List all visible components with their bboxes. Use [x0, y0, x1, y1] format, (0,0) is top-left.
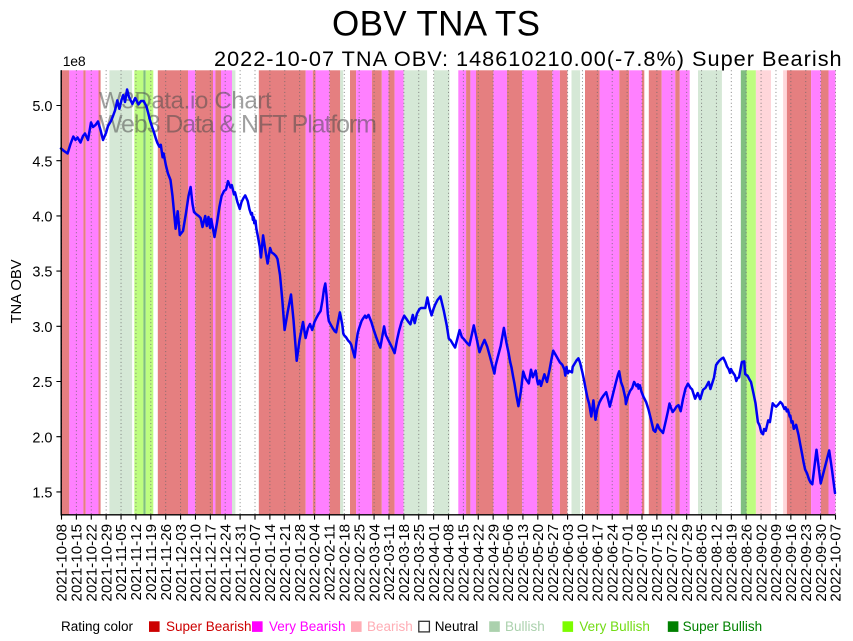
svg-text:2022-06-17: 2022-06-17 — [590, 524, 607, 602]
svg-text:2.0: 2.0 — [32, 430, 52, 446]
svg-text:Rating color: Rating color — [61, 619, 134, 634]
svg-text:Neutral: Neutral — [435, 619, 479, 634]
svg-text:2022-09-16: 2022-09-16 — [783, 524, 800, 602]
svg-text:3.5: 3.5 — [32, 265, 52, 281]
svg-text:Super Bullish: Super Bullish — [683, 619, 763, 634]
svg-text:2022-09-23: 2022-09-23 — [798, 524, 815, 602]
svg-text:2022-05-27: 2022-05-27 — [545, 524, 562, 602]
svg-text:2022-07-08: 2022-07-08 — [634, 524, 651, 602]
svg-text:2021-12-10: 2021-12-10 — [188, 524, 205, 602]
svg-text:2022-08-26: 2022-08-26 — [738, 524, 755, 602]
svg-text:2022-07-22: 2022-07-22 — [664, 524, 681, 602]
svg-text:Bullish: Bullish — [505, 619, 545, 634]
svg-text:2022-03-18: 2022-03-18 — [396, 524, 413, 602]
svg-text:2022-10-07 TNA OBV: 148610210.: 2022-10-07 TNA OBV: 148610210.00(-7.8%) … — [214, 46, 842, 71]
svg-text:2022-04-29: 2022-04-29 — [485, 524, 502, 602]
svg-text:2021-12-24: 2021-12-24 — [217, 524, 234, 602]
svg-text:2022-01-07: 2022-01-07 — [247, 524, 264, 602]
svg-text:2022-05-13: 2022-05-13 — [515, 524, 532, 602]
svg-text:2021-11-05: 2021-11-05 — [113, 524, 130, 601]
svg-text:2022-02-18: 2022-02-18 — [337, 524, 354, 602]
svg-text:2021-11-19: 2021-11-19 — [143, 524, 160, 601]
svg-text:2022-06-24: 2022-06-24 — [604, 524, 621, 602]
svg-text:2021-12-17: 2021-12-17 — [203, 524, 220, 602]
svg-text:2022-05-20: 2022-05-20 — [530, 524, 547, 602]
svg-text:2022-08-05: 2022-08-05 — [694, 524, 711, 602]
svg-text:5.0: 5.0 — [32, 99, 52, 115]
svg-text:2022-09-30: 2022-09-30 — [813, 524, 830, 602]
svg-text:Super Bearish: Super Bearish — [166, 619, 252, 634]
svg-text:2021-11-26: 2021-11-26 — [158, 524, 175, 601]
svg-text:2021-10-08: 2021-10-08 — [54, 524, 71, 602]
svg-text:2022-02-25: 2022-02-25 — [351, 524, 368, 602]
svg-text:2022-04-01: 2022-04-01 — [426, 524, 443, 602]
svg-text:2022-09-02: 2022-09-02 — [753, 524, 770, 602]
svg-text:Bearish: Bearish — [367, 619, 413, 634]
svg-text:2022-02-11: 2022-02-11 — [322, 524, 339, 601]
svg-text:1.5: 1.5 — [32, 486, 52, 502]
svg-text:Very Bearish: Very Bearish — [269, 619, 346, 634]
svg-text:2021-12-03: 2021-12-03 — [173, 524, 190, 602]
svg-text:OBV TNA TS: OBV TNA TS — [332, 5, 540, 44]
svg-text:2021-12-31: 2021-12-31 — [232, 524, 249, 602]
svg-text:2.5: 2.5 — [32, 375, 52, 391]
svg-text:2022-07-29: 2022-07-29 — [679, 524, 696, 602]
svg-text:2022-07-01: 2022-07-01 — [619, 524, 636, 602]
svg-text:2022-01-14: 2022-01-14 — [262, 524, 279, 602]
svg-text:TNA OBV: TNA OBV — [9, 259, 25, 323]
svg-text:2022-04-08: 2022-04-08 — [441, 524, 458, 602]
svg-text:2022-08-19: 2022-08-19 — [724, 524, 741, 602]
svg-text:2022-09-09: 2022-09-09 — [768, 524, 785, 602]
svg-text:2022-03-04: 2022-03-04 — [366, 524, 383, 602]
svg-text:2022-06-03: 2022-06-03 — [560, 524, 577, 602]
svg-text:2022-05-06: 2022-05-06 — [500, 524, 517, 602]
svg-text:3.0: 3.0 — [32, 320, 52, 336]
svg-text:2022-04-22: 2022-04-22 — [470, 524, 487, 602]
svg-text:2022-01-21: 2022-01-21 — [277, 524, 294, 602]
svg-text:Web3 Data & NFT Platform: Web3 Data & NFT Platform — [99, 110, 377, 138]
svg-text:4.0: 4.0 — [32, 210, 52, 226]
svg-text:2022-06-10: 2022-06-10 — [575, 524, 592, 602]
svg-text:2022-03-25: 2022-03-25 — [411, 524, 428, 602]
svg-text:2022-07-15: 2022-07-15 — [649, 524, 666, 602]
svg-text:2022-02-04: 2022-02-04 — [307, 524, 324, 602]
svg-text:Very Bullish: Very Bullish — [579, 619, 650, 634]
svg-text:2022-03-11: 2022-03-11 — [381, 524, 398, 601]
svg-text:4.5: 4.5 — [32, 154, 52, 170]
svg-text:2022-08-12: 2022-08-12 — [709, 524, 726, 602]
svg-text:2022-04-15: 2022-04-15 — [456, 524, 473, 602]
svg-text:2021-10-15: 2021-10-15 — [69, 524, 86, 602]
svg-text:2021-10-22: 2021-10-22 — [83, 524, 100, 602]
svg-text:1e8: 1e8 — [63, 53, 86, 69]
svg-text:2021-10-29: 2021-10-29 — [98, 524, 115, 602]
svg-text:2022-01-28: 2022-01-28 — [292, 524, 309, 602]
svg-text:2021-11-12: 2021-11-12 — [128, 524, 145, 601]
svg-text:2022-10-07: 2022-10-07 — [828, 524, 845, 602]
